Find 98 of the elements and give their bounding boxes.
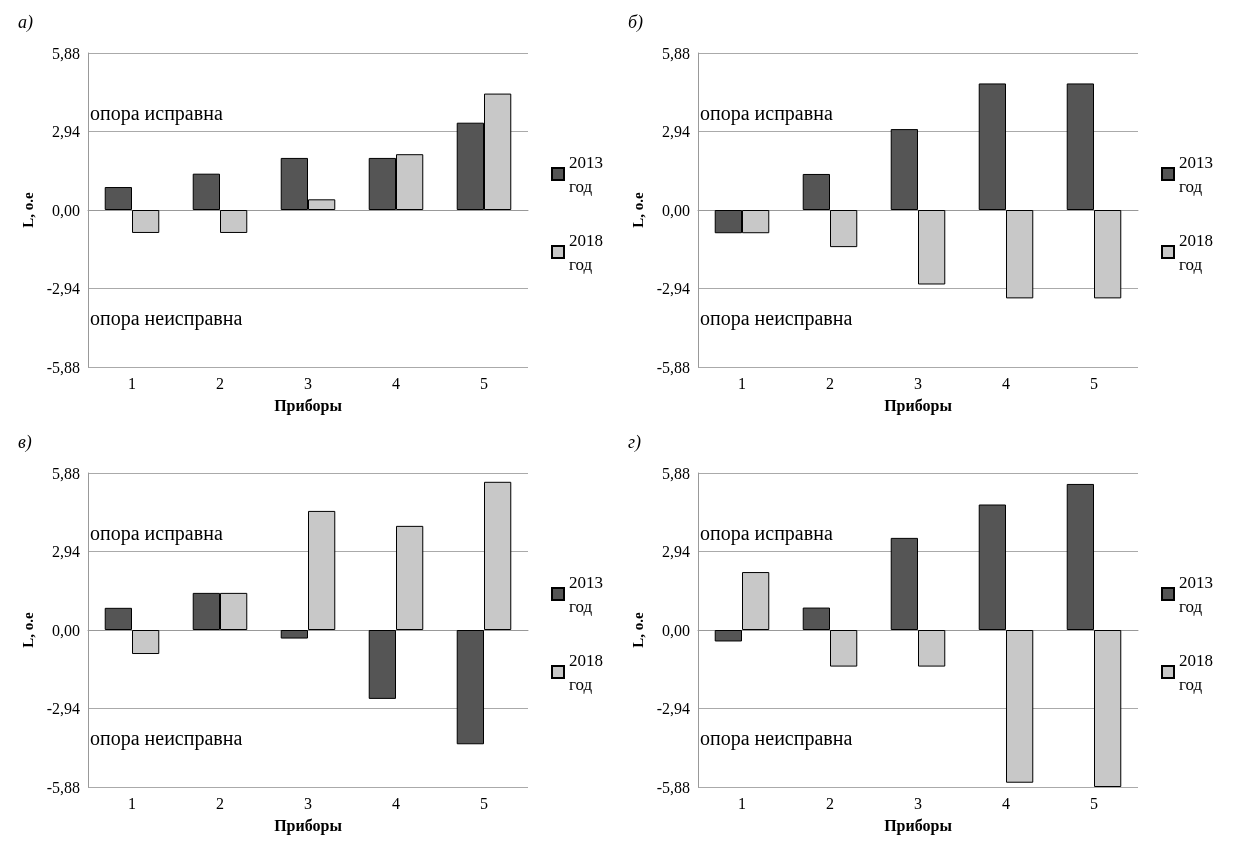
legend-label: 2013 год xyxy=(1179,572,1213,616)
x-tick-label: 5 xyxy=(480,794,488,812)
chart-title: г) xyxy=(628,432,642,453)
x-axis-title: Приборы xyxy=(884,816,953,835)
legend-label: 2018 год xyxy=(569,230,603,274)
bar xyxy=(280,630,308,639)
annotation: опора неисправна xyxy=(700,307,853,330)
y-tick-label: 2,94 xyxy=(52,123,80,140)
legend-label: 2018 год xyxy=(1179,230,1213,274)
bar xyxy=(220,210,248,233)
chart-title: а) xyxy=(18,12,33,33)
bar xyxy=(1006,630,1034,783)
x-tick-label: 3 xyxy=(304,794,312,812)
legend-label: 2018 год xyxy=(569,650,603,694)
y-tick-label: 2,94 xyxy=(52,543,80,560)
legend-label: 2013 год xyxy=(569,572,603,616)
x-axis-title: Приборы xyxy=(274,396,343,415)
x-tick-label: 4 xyxy=(392,794,400,812)
legend-label: 2013 год xyxy=(1179,152,1213,196)
y-tick-label: -5,88 xyxy=(46,358,80,376)
bar xyxy=(802,173,830,210)
annotation: опора исправна xyxy=(700,102,833,125)
bar xyxy=(308,510,336,630)
bar xyxy=(890,129,918,210)
x-tick-label: 1 xyxy=(738,794,746,812)
bar xyxy=(396,525,424,630)
x-tick-label: 3 xyxy=(304,374,312,392)
x-tick-label: 1 xyxy=(128,794,136,812)
x-tick-label: 1 xyxy=(128,374,136,392)
x-axis-title: Приборы xyxy=(274,816,343,835)
annotation: опора исправна xyxy=(700,522,833,545)
y-axis-title: L, о.е xyxy=(630,191,647,228)
y-tick-label: -5,88 xyxy=(656,358,690,376)
bar xyxy=(368,630,396,699)
x-axis-title: Приборы xyxy=(884,396,953,415)
y-tick-label: -5,88 xyxy=(46,778,80,796)
y-axis-title: L, о.е xyxy=(20,191,37,228)
x-tick-label: 2 xyxy=(826,794,834,812)
bar xyxy=(484,481,512,630)
x-tick-label: 5 xyxy=(480,374,488,392)
x-tick-label: 4 xyxy=(392,374,400,392)
y-tick-label: -2,94 xyxy=(656,700,690,717)
bar xyxy=(918,630,946,667)
y-tick-label: 2,94 xyxy=(662,123,690,140)
x-tick-label: 3 xyxy=(914,374,922,392)
bar xyxy=(978,504,1006,630)
y-tick-label: 5,88 xyxy=(662,44,690,62)
x-tick-label: 2 xyxy=(216,794,224,812)
y-tick-label: -2,94 xyxy=(46,700,80,717)
bar xyxy=(1094,210,1122,299)
x-tick-label: 4 xyxy=(1002,794,1010,812)
bar xyxy=(132,210,160,233)
bar xyxy=(192,173,220,210)
bar xyxy=(890,537,918,630)
bar xyxy=(978,83,1006,210)
y-tick-label: 5,88 xyxy=(662,464,690,482)
bar xyxy=(1066,83,1094,210)
bar xyxy=(104,607,132,630)
chart-title: в) xyxy=(18,432,32,453)
x-tick-label: 2 xyxy=(826,374,834,392)
bar xyxy=(918,210,946,285)
y-axis-title: L, о.е xyxy=(20,611,37,648)
y-tick-label: 2,94 xyxy=(662,543,690,560)
x-tick-label: 2 xyxy=(216,374,224,392)
bar xyxy=(456,630,484,745)
bar xyxy=(802,607,830,630)
x-tick-label: 4 xyxy=(1002,374,1010,392)
annotation: опора неисправна xyxy=(90,307,243,330)
y-tick-label: 0,00 xyxy=(662,201,690,219)
x-tick-label: 5 xyxy=(1090,794,1098,812)
annotation: опора неисправна xyxy=(90,727,243,750)
annotation: опора исправна xyxy=(90,102,223,125)
bar xyxy=(714,630,742,642)
y-axis-title: L, о.е xyxy=(630,611,647,648)
x-tick-label: 1 xyxy=(738,374,746,392)
y-tick-label: -5,88 xyxy=(656,778,690,796)
x-tick-label: 5 xyxy=(1090,374,1098,392)
legend-label: 2018 год xyxy=(1179,650,1213,694)
chart-title: б) xyxy=(628,12,644,33)
y-tick-label: 5,88 xyxy=(52,44,80,62)
y-tick-label: -2,94 xyxy=(656,280,690,297)
bar xyxy=(742,572,770,630)
legend-label: 2013 год xyxy=(569,152,603,196)
annotation: опора исправна xyxy=(90,522,223,545)
bar xyxy=(1006,210,1034,299)
y-tick-label: 0,00 xyxy=(52,201,80,219)
y-tick-label: -2,94 xyxy=(46,280,80,297)
bar xyxy=(1066,483,1094,630)
bar xyxy=(132,630,160,655)
bar xyxy=(104,187,132,210)
bar xyxy=(830,630,858,667)
annotation: опора неисправна xyxy=(700,727,853,750)
y-tick-label: 0,00 xyxy=(662,621,690,639)
bar xyxy=(830,210,858,248)
bar xyxy=(1094,630,1122,787)
y-tick-label: 0,00 xyxy=(52,621,80,639)
y-tick-label: 5,88 xyxy=(52,464,80,482)
x-tick-label: 3 xyxy=(914,794,922,812)
